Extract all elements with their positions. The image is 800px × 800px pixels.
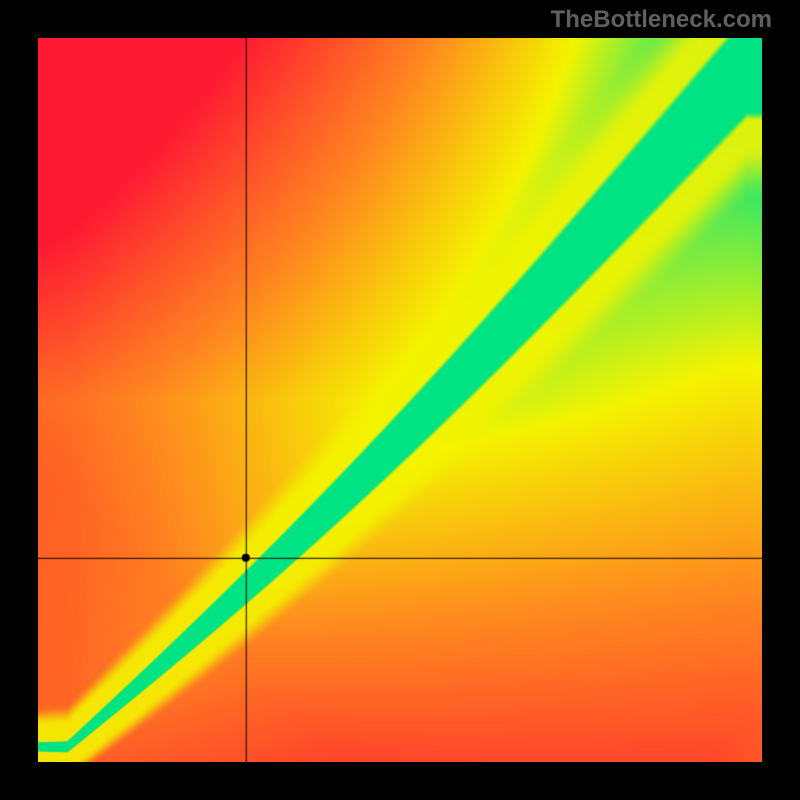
heatmap-plot bbox=[38, 38, 762, 762]
watermark-text: TheBottleneck.com bbox=[551, 6, 772, 34]
heatmap-canvas bbox=[38, 38, 762, 762]
